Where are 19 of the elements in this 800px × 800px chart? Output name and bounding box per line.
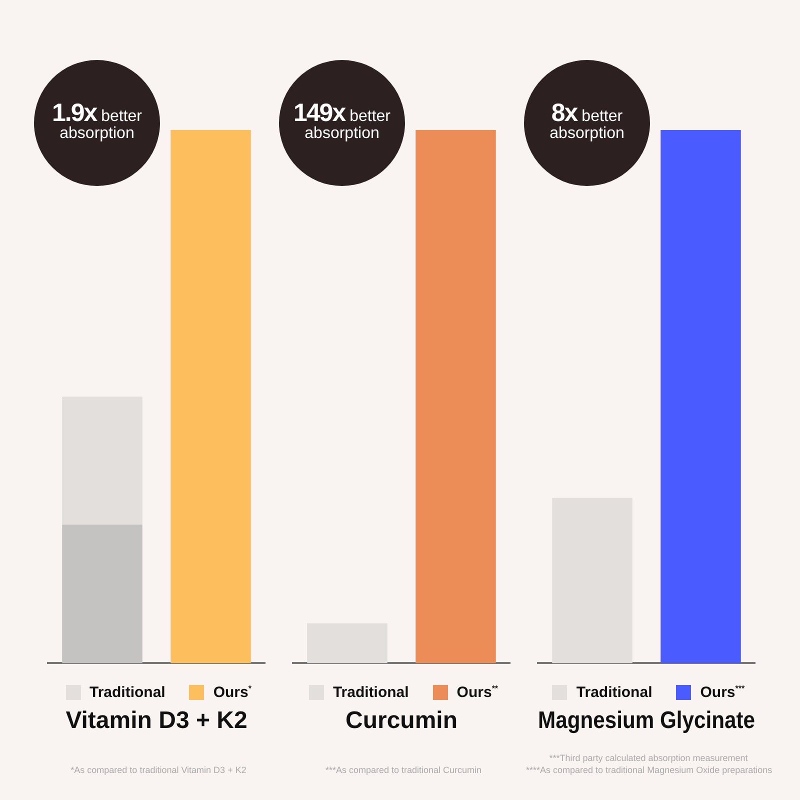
text: Magnesium Glycinate (538, 706, 755, 734)
legend-label: Traditional (576, 684, 652, 701)
text: ****As compared to traditional Magnesium Oxide preparations (526, 764, 772, 776)
badge: 8x better absorption (524, 60, 650, 186)
text: ***Third party calculated absorption measurement (548, 752, 749, 764)
legend-label: Ours$^{*}$ (213, 684, 252, 701)
annotation: 8x better absorption (550, 98, 624, 142)
legend-label: Ours$^{***}$ (700, 684, 745, 701)
text: ***As compared to traditional Curcumin (324, 764, 483, 776)
annotation: 149x better absorption (294, 98, 390, 142)
legend-label: Traditional (90, 684, 166, 701)
text: *As compared to traditional Vitamin D3 + K2 (70, 764, 248, 776)
text: Curcumin (345, 707, 458, 734)
annotation: 1.9x better absorption (52, 98, 142, 142)
legend-label: Ours$^{**}$ (456, 684, 498, 701)
legend-label: Traditional (332, 684, 409, 701)
badge: 1.9x better absorption (34, 60, 160, 186)
text: Vitamin D3 + K2 (66, 707, 248, 734)
badge: 149x better absorption (279, 60, 405, 186)
